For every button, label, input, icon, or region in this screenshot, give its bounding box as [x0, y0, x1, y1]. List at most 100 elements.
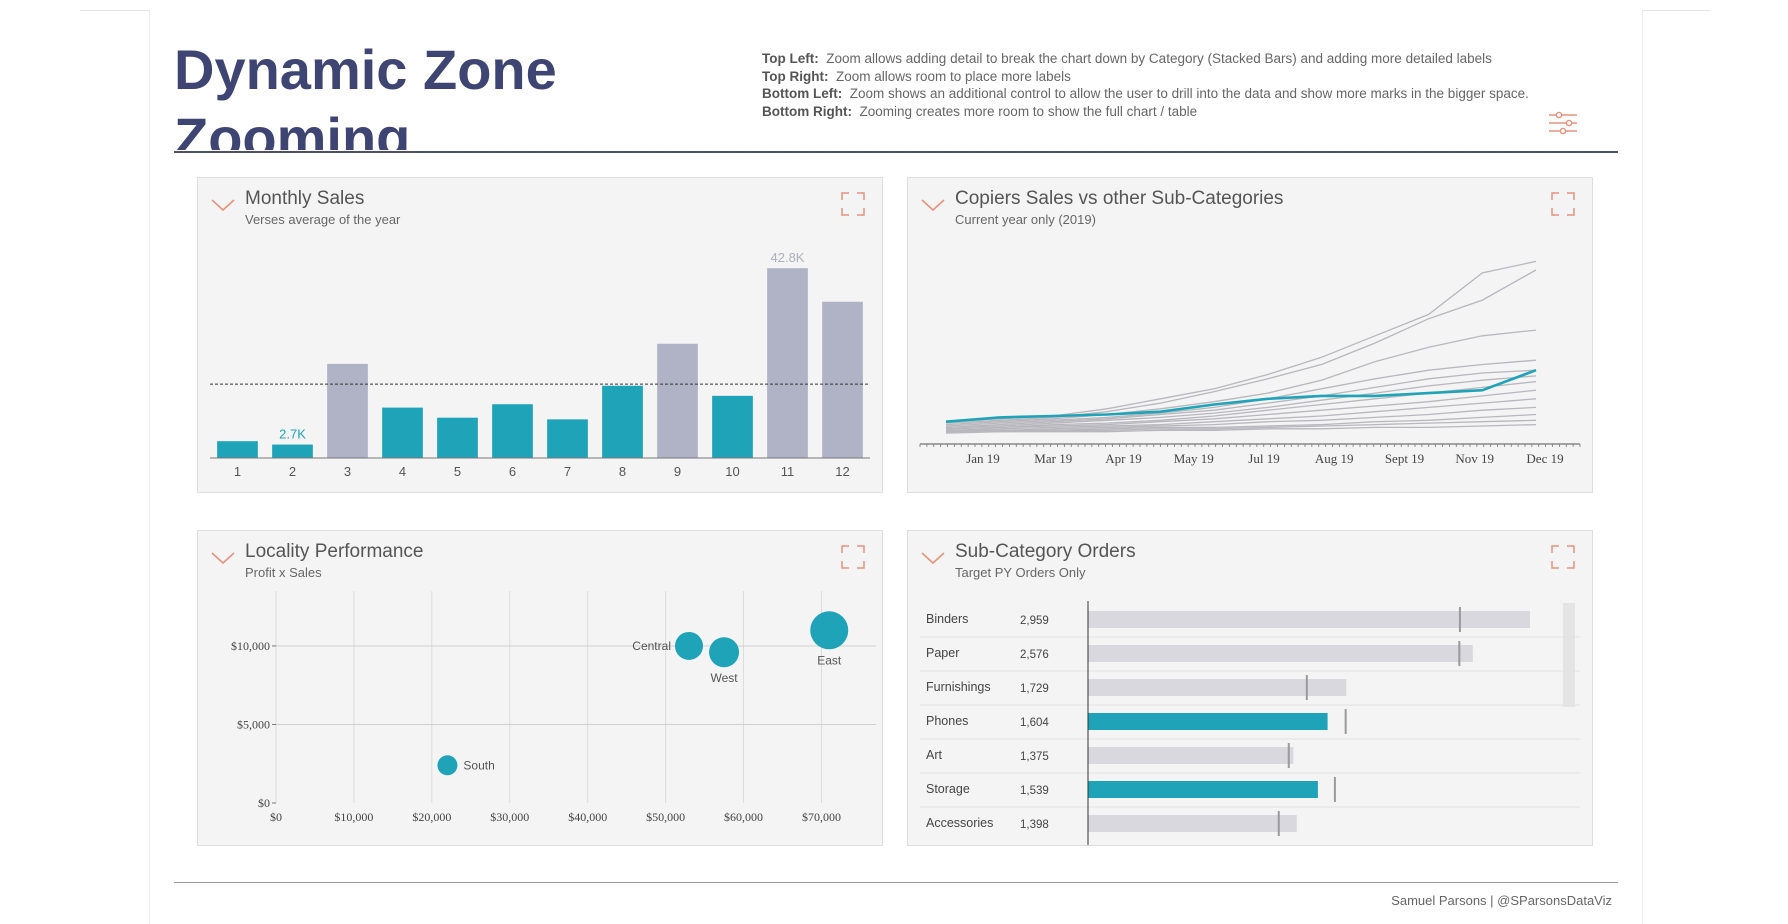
orders-bar-art [1088, 747, 1294, 764]
x-tick-label: Aug 19 [1315, 451, 1354, 466]
bar-month-11 [767, 268, 808, 458]
subcategory-bar-chart: Binders 2,959 Paper 2,576 Furnishings 1,729 Ph… [920, 601, 1580, 845]
copiers-sales-card: Copiers Sales vs other Sub-Categories Cu… [907, 177, 1593, 493]
x-tick-label: Mar 19 [1034, 451, 1072, 466]
x-tick-label: $20,000 [412, 810, 451, 824]
expand-icon[interactable] [1551, 545, 1575, 569]
note-bottom-right: Bottom Right: Zooming creates more room … [762, 103, 1542, 121]
subcategory-orders-card: Sub-Category Orders Target PY Orders Onl… [907, 530, 1593, 846]
x-tick-label: 12 [835, 464, 849, 479]
row-category-label: Furnishings [926, 680, 991, 694]
row-category-label: Binders [926, 612, 968, 626]
y-tick-label: $0 [258, 796, 270, 810]
note-top-right: Top Right: Zoom allows room to place mor… [762, 68, 1542, 86]
card-title: Sub-Category Orders [955, 541, 1136, 562]
x-tick-label: $60,000 [724, 810, 763, 824]
row-value-label: 1,398 [1020, 819, 1049, 831]
footer-divider [174, 882, 1618, 883]
x-tick-label: Jan 19 [966, 451, 1000, 466]
x-tick-label: $70,000 [802, 810, 841, 824]
region-label: South [463, 758, 494, 772]
x-tick-label: 5 [454, 464, 461, 479]
note-label: Bottom Right: [762, 103, 852, 119]
bar-month-12 [822, 301, 863, 458]
x-tick-label: Apr 19 [1105, 451, 1141, 466]
orders-bar-furnishings [1088, 679, 1347, 696]
x-tick-label: $50,000 [646, 810, 685, 824]
x-tick-label: May 19 [1174, 451, 1214, 466]
note-text: Zooming creates more room to show the fu… [859, 103, 1198, 119]
collapse-chevron-icon[interactable] [210, 551, 236, 565]
bar-month-9 [657, 343, 698, 458]
x-tick-label: 11 [781, 464, 795, 479]
collapse-chevron-icon[interactable] [210, 198, 236, 212]
other-subcategory-line [946, 406, 1537, 431]
other-subcategory-line [945, 423, 1537, 434]
note-text: Zoom allows room to place more labels [836, 68, 1071, 84]
other-subcategory-line [945, 359, 1537, 427]
bar-month-10 [712, 395, 753, 458]
bar-month-7 [547, 419, 588, 458]
header-divider [174, 151, 1618, 153]
row-value-label: 1,604 [1020, 717, 1049, 729]
note-label: Top Left: [762, 51, 819, 66]
x-tick-label: 3 [344, 464, 351, 479]
x-tick-label: Sept 19 [1385, 451, 1424, 466]
bar-month-5 [437, 417, 478, 458]
expand-icon[interactable] [1551, 192, 1575, 216]
note-bottom-left: Bottom Left: Zoom shows an additional co… [762, 85, 1542, 103]
card-subtitle: Current year only (2019) [955, 212, 1096, 227]
orders-bar-phones [1088, 713, 1328, 730]
row-category-label: Storage [926, 782, 970, 796]
monthly-sales-card: Monthly Sales Verses average of the year… [197, 177, 883, 493]
region-bubble-south [437, 755, 458, 776]
copiers-line-chart: Jan 19 Mar 19 Apr 19 May 19 Jul 19 Aug 19 Sept… [919, 260, 1581, 466]
collapse-chevron-icon[interactable] [920, 551, 946, 565]
bar-month-4 [382, 407, 423, 458]
x-tick-label: 8 [619, 464, 626, 479]
region-label: Central [632, 639, 671, 653]
note-text: Zoom shows an additional control to allo… [849, 86, 1529, 101]
row-category-label: Paper [926, 646, 959, 660]
expand-icon[interactable] [841, 545, 865, 569]
note-label: Top Right: [762, 68, 829, 84]
region-bubble-east [810, 611, 849, 650]
region-label: East [817, 653, 842, 667]
other-subcategory-line [945, 269, 1537, 424]
x-tick-label: $40,000 [568, 810, 607, 824]
scrollbar-track [1563, 603, 1575, 707]
row-value-label: 2,959 [1020, 615, 1049, 627]
note-top-left: Top Left: Zoom allows adding detail to b… [762, 50, 1542, 68]
region-bubble-west [709, 637, 740, 668]
sliders-icon[interactable] [1547, 110, 1579, 142]
row-category-label: Accessories [926, 816, 993, 830]
expand-icon[interactable] [841, 192, 865, 216]
collapse-chevron-icon[interactable] [920, 198, 946, 212]
other-subcategory-line [945, 389, 1537, 430]
x-tick-label: 9 [674, 464, 681, 479]
region-label: West [710, 671, 738, 685]
card-title: Monthly Sales [245, 188, 365, 209]
x-tick-label: $0 [270, 810, 282, 824]
x-tick-label: 4 [399, 464, 406, 479]
page-title: Dynamic Zone Zooming [174, 38, 557, 150]
note-label: Bottom Left: [762, 86, 843, 101]
note-text: Zoom allows adding detail to break the c… [826, 51, 1492, 66]
row-value-label: 1,729 [1020, 683, 1049, 695]
bar-month-2 [272, 444, 313, 458]
bar-month-3 [327, 363, 368, 458]
other-subcategory-line [945, 329, 1537, 426]
other-subcategory-line [945, 369, 1537, 429]
x-tick-label: 2 [289, 464, 296, 479]
bar-month-8 [602, 385, 643, 458]
card-title: Copiers Sales vs other Sub-Categories [955, 188, 1284, 209]
card-subtitle: Profit x Sales [245, 565, 322, 580]
card-title: Locality Performance [245, 541, 424, 562]
x-tick-label: 6 [509, 464, 516, 479]
other-subcategory-line [946, 419, 1537, 433]
locality-scatter-chart: $0 $10,000 $20,000 $30,000 $40,000 $50,000 $60… [231, 591, 876, 824]
x-tick-label: Dec 19 [1526, 451, 1563, 466]
orders-bar-accessories [1088, 815, 1297, 832]
row-value-label: 1,375 [1020, 751, 1049, 763]
